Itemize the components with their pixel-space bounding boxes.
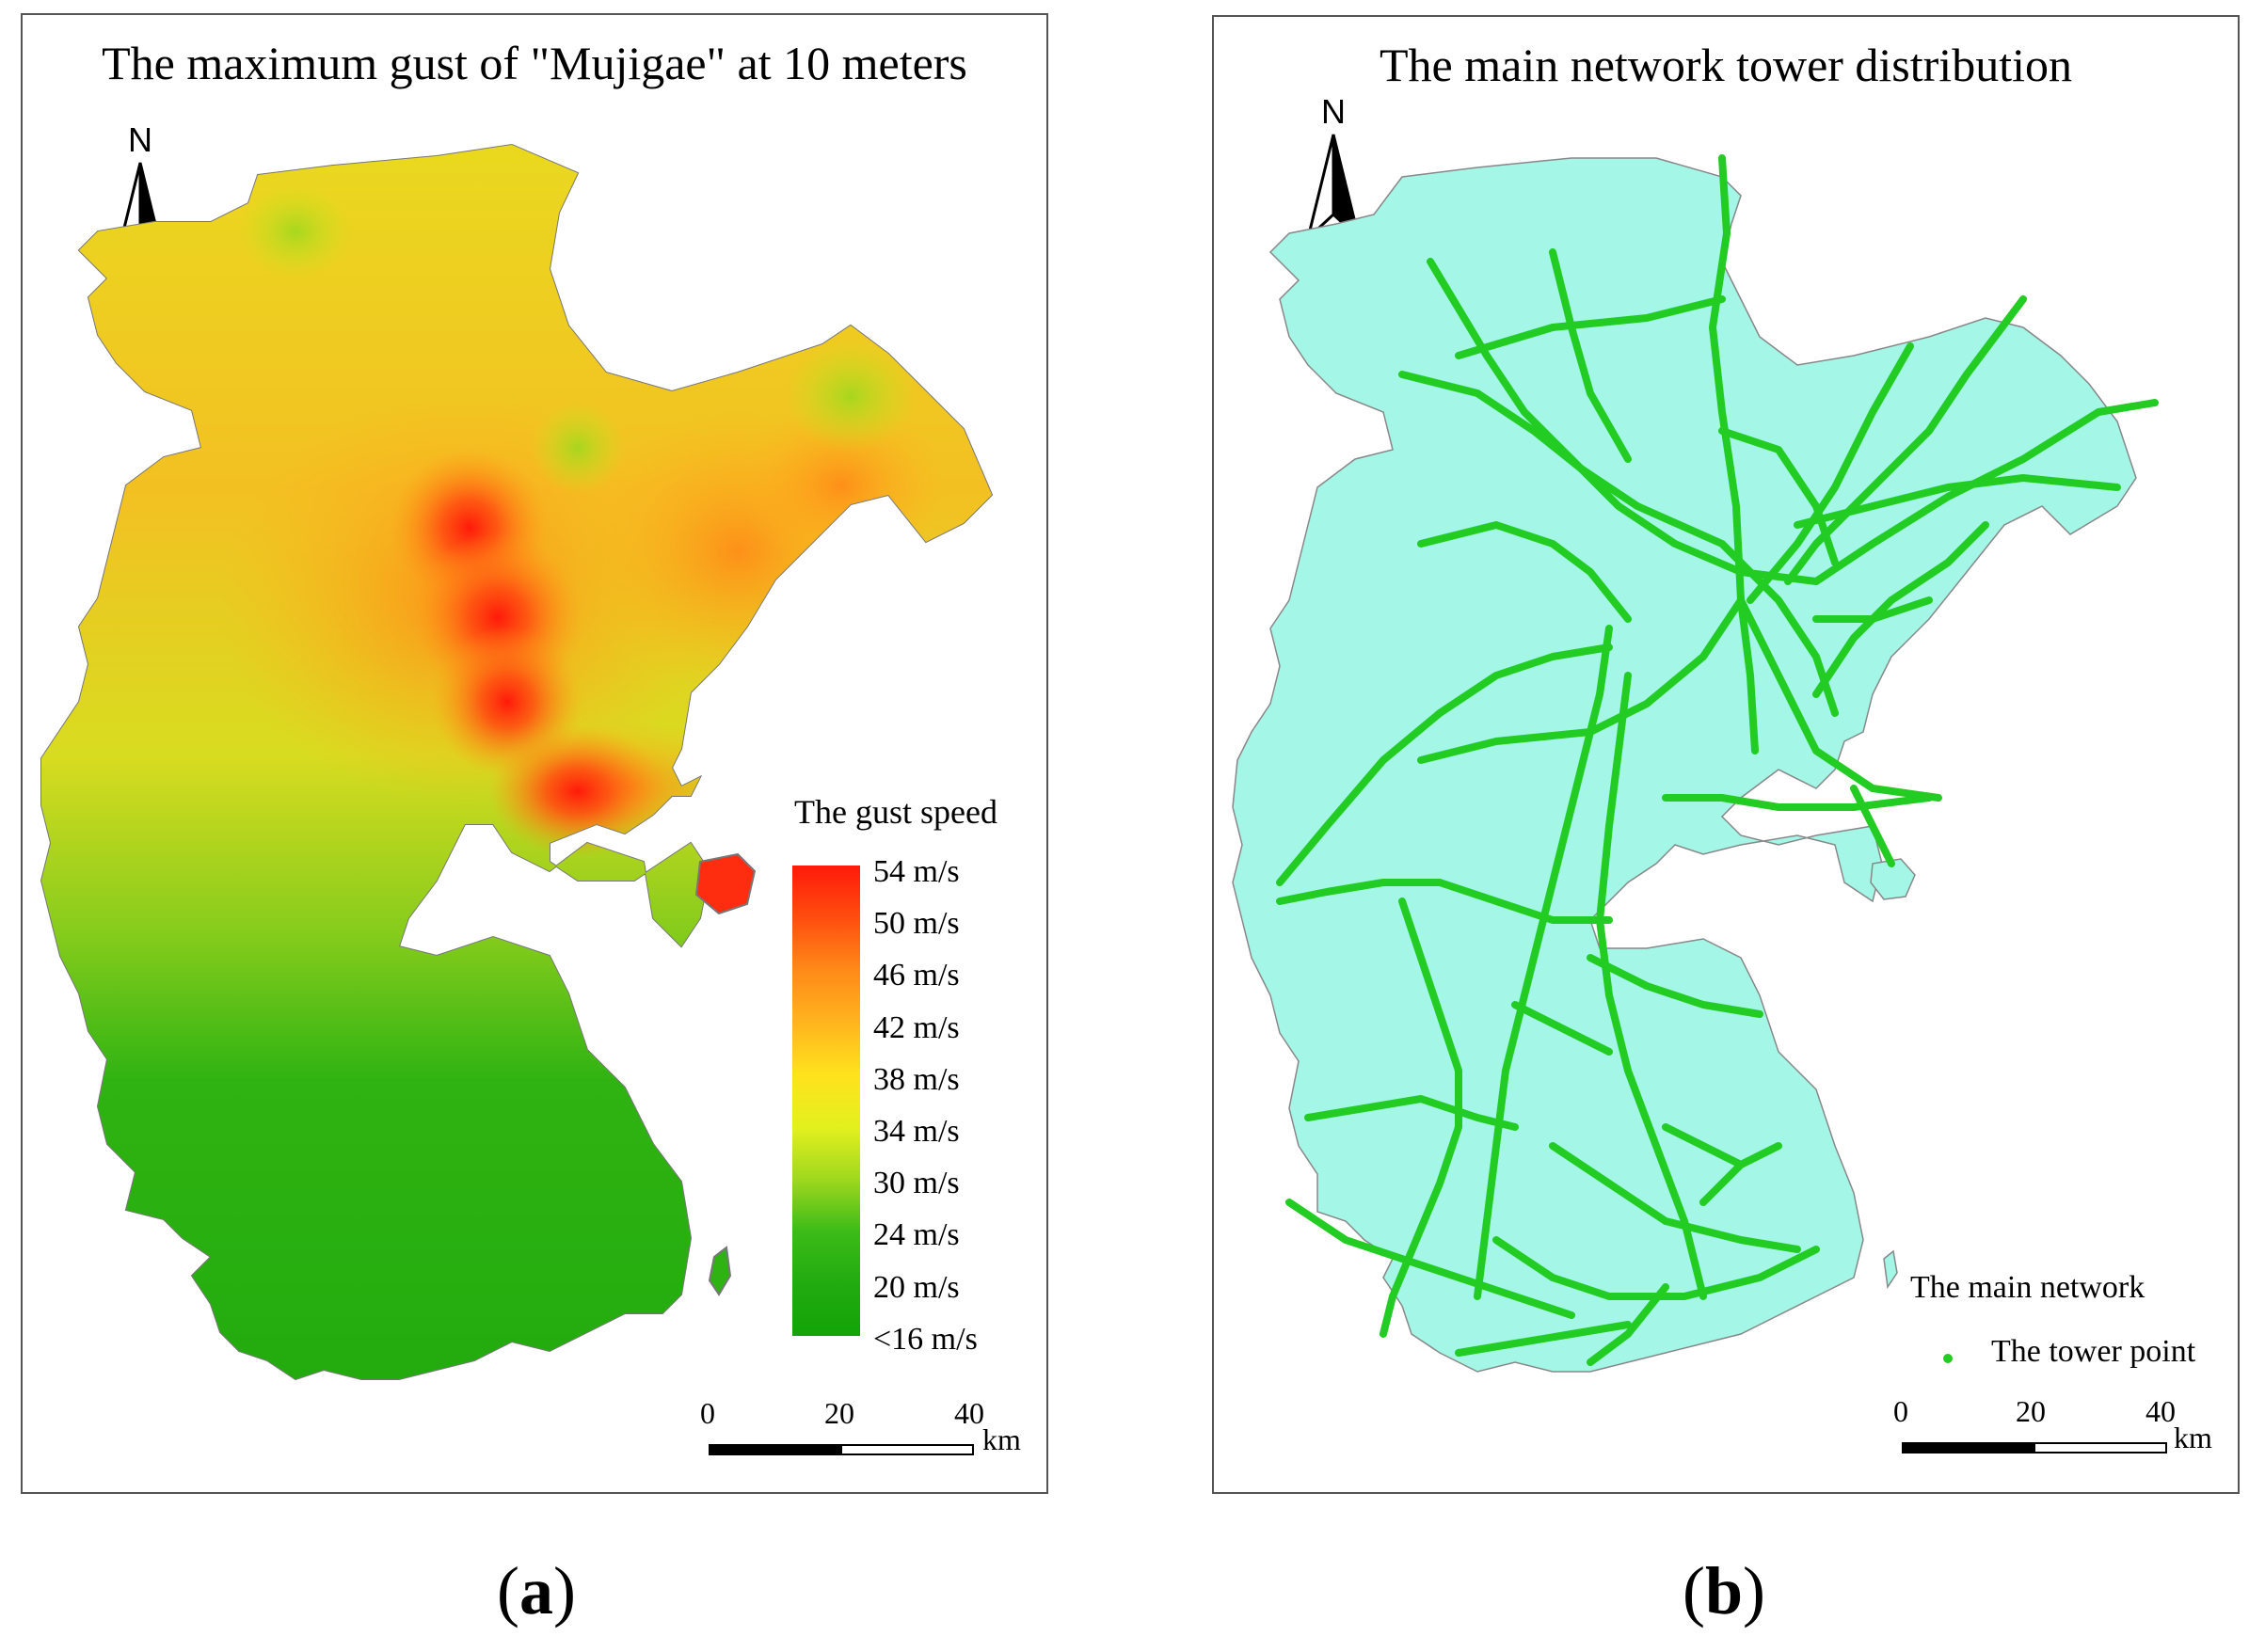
tower-point-legend-icon	[1943, 1354, 1953, 1363]
land-area	[1232, 157, 2137, 1373]
scale-tick-20: 20	[824, 1396, 854, 1430]
caption-a-letter: a	[518, 1553, 553, 1628]
gust-ramp-label: 30 m/s	[873, 1166, 960, 1201]
gust-ramp-label: 24 m/s	[873, 1217, 960, 1253]
north-arrow-label: N	[128, 120, 152, 159]
scale-b-tick-20: 20	[2016, 1394, 2046, 1428]
gust-map-title: The maximum gust of "Mujigae" at 10 mete…	[102, 37, 967, 89]
tower-network-map	[1232, 154, 2159, 1373]
gust-ramp-label: 38 m/s	[873, 1061, 960, 1097]
caption-a: (a)	[497, 1553, 576, 1628]
gust-ramp-label: <16 m/s	[873, 1321, 978, 1357]
scale-bar-graphic	[709, 1444, 974, 1455]
gust-ramp-label: 50 m/s	[873, 906, 960, 942]
gust-ramp-label: 46 m/s	[873, 958, 960, 993]
tower-map-title: The main network tower distribution	[1380, 39, 2072, 91]
offshore-island	[694, 852, 757, 915]
scale-bar-graphic	[1902, 1442, 2167, 1453]
north-arrow-b: N	[1300, 92, 1366, 243]
gust-ramp-label: 54 m/s	[873, 854, 960, 889]
scale-b-tick-40: 40	[2145, 1394, 2176, 1428]
gust-ramp-label: 20 m/s	[873, 1269, 960, 1305]
gust-ramp-label: 42 m/s	[873, 1009, 960, 1045]
scale-b-unit: km	[2174, 1421, 2212, 1454]
tower-point-legend-label: The tower point	[1991, 1334, 2196, 1369]
gust-legend-title: The gust speed	[794, 793, 997, 831]
scale-unit: km	[982, 1422, 1021, 1456]
tower-map-panel: The main network tower distribution N	[1212, 15, 2240, 1494]
main-network-legend-label: The main network	[1910, 1270, 2145, 1305]
offshore-island-b	[1870, 858, 1916, 900]
gust-color-ramp	[792, 866, 860, 1336]
gust-ramp-label: 34 m/s	[873, 1114, 960, 1149]
gust-map-panel: The maximum gust of "Mujigae" at 10 mete…	[21, 13, 1048, 1494]
north-arrow-icon	[1305, 134, 1362, 243]
north-arrow-b-label: N	[1321, 92, 1346, 131]
caption-b: (b)	[1683, 1553, 1766, 1628]
scale-tick-40: 40	[954, 1396, 984, 1430]
scale-b-tick-0: 0	[1893, 1394, 1908, 1428]
scale-tick-0: 0	[700, 1396, 715, 1430]
main-network-lines	[1276, 154, 2159, 1366]
caption-b-letter: b	[1704, 1553, 1744, 1628]
